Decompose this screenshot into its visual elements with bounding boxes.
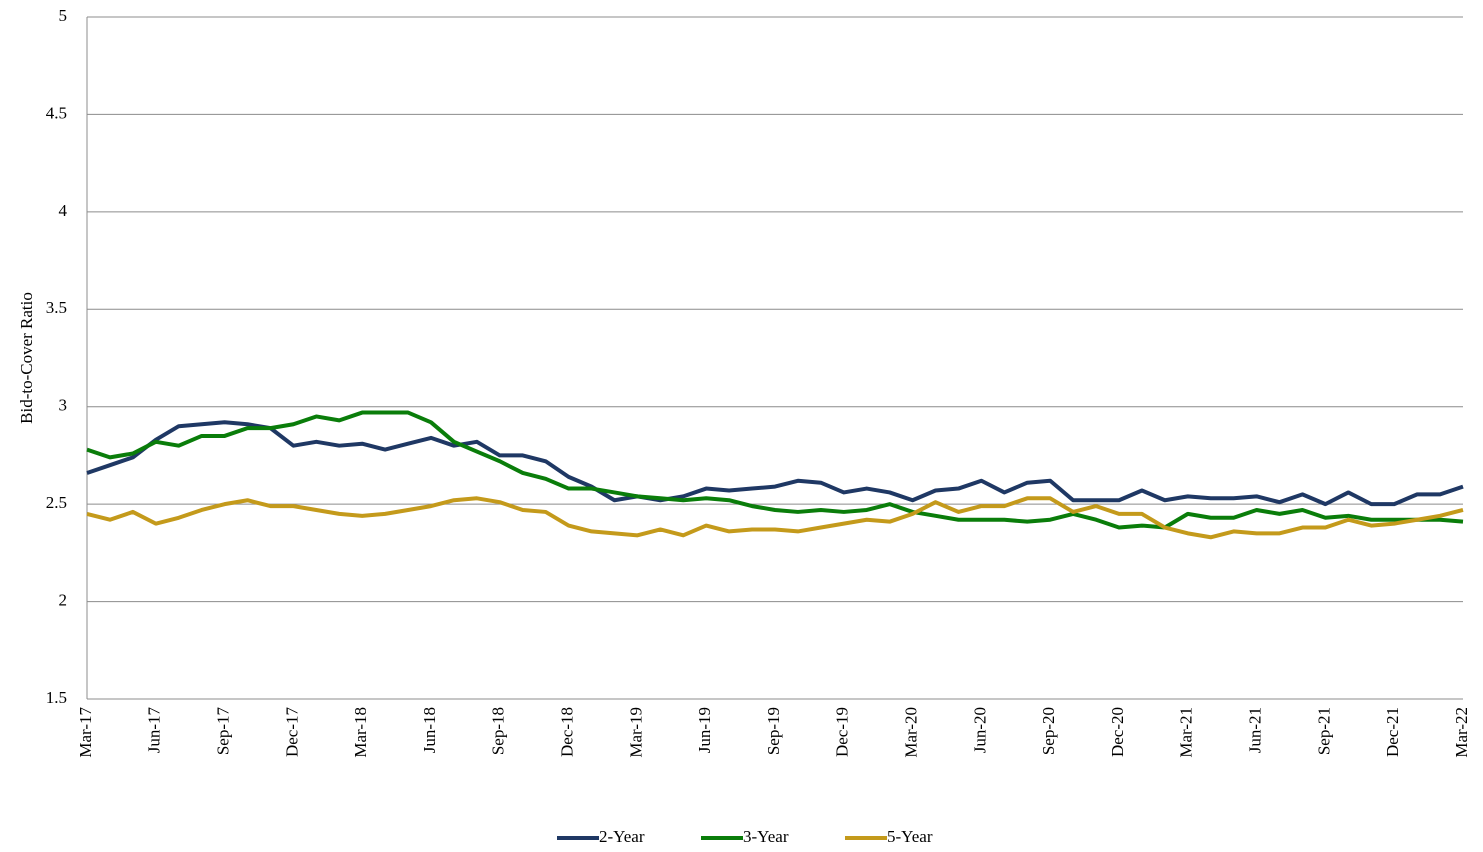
y-tick-label: 2.5 [46, 493, 67, 512]
x-tick-label: Sep-20 [1039, 707, 1058, 755]
x-tick-label: Sep-17 [214, 707, 233, 756]
x-tick-label: Sep-18 [489, 707, 508, 755]
x-tick-label: Dec-20 [1108, 707, 1127, 757]
x-tick-label: Jun-20 [970, 707, 989, 753]
legend-label: 5-Year [887, 827, 933, 846]
y-tick-label: 2 [59, 590, 68, 609]
y-tick-label: 4.5 [46, 103, 67, 122]
legend-label: 2-Year [599, 827, 645, 846]
y-axis-label: Bid-to-Cover Ratio [17, 292, 36, 424]
x-tick-label: Mar-20 [902, 707, 921, 758]
x-tick-label: Dec-21 [1383, 707, 1402, 757]
y-tick-label: 3 [59, 396, 68, 415]
x-tick-label: Dec-17 [282, 707, 301, 758]
x-tick-label: Dec-18 [558, 707, 577, 757]
x-tick-label: Sep-21 [1314, 707, 1333, 755]
y-tick-label: 3.5 [46, 298, 67, 317]
y-tick-label: 4 [59, 201, 68, 220]
x-tick-label: Jun-17 [145, 707, 164, 754]
x-tick-label: Dec-19 [833, 707, 852, 757]
legend-label: 3-Year [743, 827, 789, 846]
x-tick-label: Jun-21 [1246, 707, 1265, 753]
x-tick-label: Jun-18 [420, 707, 439, 753]
line-series [86, 410, 1464, 530]
x-tick-label: Mar-21 [1177, 707, 1196, 758]
x-tick-label: Mar-17 [76, 707, 95, 758]
x-tick-label: Mar-18 [351, 707, 370, 758]
x-tick-label: Sep-19 [764, 707, 783, 755]
y-tick-label: 5 [59, 6, 68, 25]
x-tick-label: Mar-19 [626, 707, 645, 758]
line-series [86, 420, 1464, 507]
line-series [86, 496, 1464, 540]
y-tick-label: 1.5 [46, 688, 67, 707]
x-tick-label: Jun-19 [695, 707, 714, 753]
x-tick-label: Mar-22 [1452, 707, 1471, 758]
